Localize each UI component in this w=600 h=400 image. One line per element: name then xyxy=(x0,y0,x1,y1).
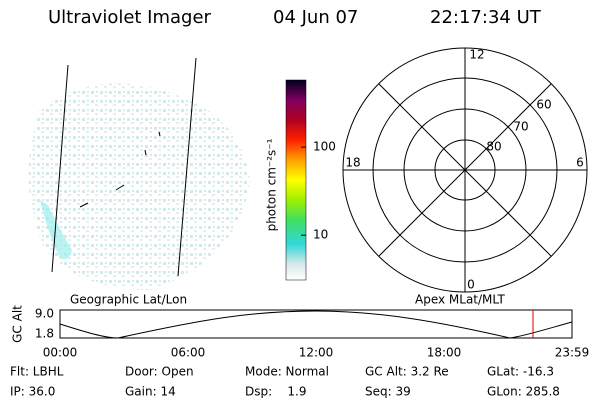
mlt-label: 0 xyxy=(467,278,475,292)
status-field: Flt: LBHL xyxy=(10,365,64,379)
colorbar: photon cm⁻²s⁻¹ 10 100 xyxy=(265,79,336,281)
lat-label: 70 xyxy=(513,120,528,134)
strip-x-tick: 12:00 xyxy=(299,346,334,360)
title: Ultraviolet Imager xyxy=(48,7,212,28)
strip-x-tick: 18:00 xyxy=(427,346,462,360)
strip-x-tick: 06:00 xyxy=(171,346,206,360)
lat-label: 60 xyxy=(536,98,551,112)
uv-image xyxy=(28,57,250,290)
time: 22:17:34 UT xyxy=(430,7,542,28)
strip-x-tick: 00:00 xyxy=(43,346,78,360)
status-field: GLon: 285.8 xyxy=(487,385,560,399)
mlt-label: 12 xyxy=(469,48,484,62)
status-field: Gain: 14 xyxy=(125,385,176,399)
date: 04 Jun 07 xyxy=(273,7,358,28)
status-field: GLat: -16.3 xyxy=(487,365,554,379)
colorbar-label: photon cm⁻²s⁻¹ xyxy=(265,138,279,231)
strip-x-tick: 23:59 xyxy=(555,346,590,360)
strip-y-label: GC Alt xyxy=(11,305,25,343)
strip-y-tick: 1.8 xyxy=(35,327,54,341)
status-field: IP: 36.0 xyxy=(10,385,55,399)
strip-y-tick: 9.0 xyxy=(35,307,54,321)
status-field: Dsp: 1.9 xyxy=(245,385,307,399)
mlt-label: 6 xyxy=(576,156,584,170)
strip-title: Geographic Lat/Lon xyxy=(70,293,187,307)
status-field: GC Alt: 3.2 Re xyxy=(365,365,449,379)
strip-title: Apex MLat/MLT xyxy=(415,293,505,307)
status-panel: Flt: LBHL Door: Open Mode: Normal GC Alt: 3… xyxy=(10,365,560,399)
colorbar-tick-label: 100 xyxy=(313,140,336,154)
polar-plot: 12 6 0 18 80 70 60 xyxy=(342,47,588,293)
status-field: Door: Open xyxy=(125,365,194,379)
altitude-strip: Geographic Lat/Lon Apex MLat/MLT GC Alt … xyxy=(11,293,590,360)
status-field: Mode: Normal xyxy=(245,365,329,379)
status-field: Seq: 39 xyxy=(365,385,411,399)
lat-label: 80 xyxy=(486,140,501,154)
colorbar-tick-label: 10 xyxy=(313,228,328,242)
mlt-label: 18 xyxy=(345,156,360,170)
